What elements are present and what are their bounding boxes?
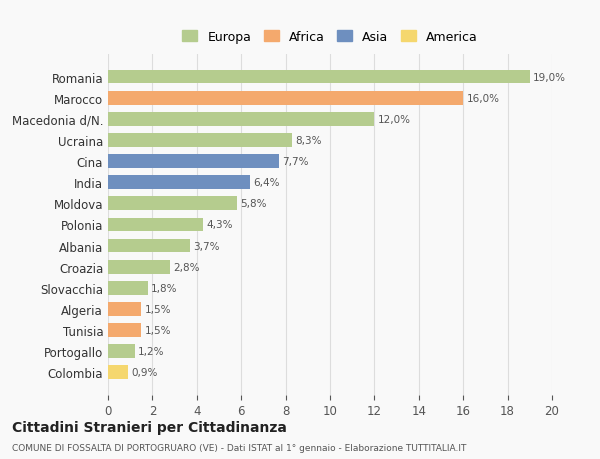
Text: 3,7%: 3,7%	[193, 241, 220, 251]
Text: 1,5%: 1,5%	[145, 304, 171, 314]
Text: 16,0%: 16,0%	[467, 94, 500, 103]
Text: 8,3%: 8,3%	[296, 135, 322, 146]
Text: 1,8%: 1,8%	[151, 283, 178, 293]
Bar	[108, 366, 128, 379]
Bar	[108, 134, 292, 147]
Bar	[108, 324, 142, 337]
Legend: Europa, Africa, Asia, America: Europa, Africa, Asia, America	[179, 28, 481, 48]
Text: COMUNE DI FOSSALTA DI PORTOGRUARO (VE) - Dati ISTAT al 1° gennaio - Elaborazione: COMUNE DI FOSSALTA DI PORTOGRUARO (VE) -…	[12, 443, 466, 452]
Bar	[108, 218, 203, 232]
Text: 5,8%: 5,8%	[240, 199, 266, 209]
Bar	[108, 176, 250, 190]
Bar	[108, 345, 134, 358]
Bar	[108, 197, 237, 211]
Text: 4,3%: 4,3%	[207, 220, 233, 230]
Bar	[108, 92, 463, 105]
Text: Cittadini Stranieri per Cittadinanza: Cittadini Stranieri per Cittadinanza	[12, 420, 287, 435]
Text: 7,7%: 7,7%	[282, 157, 309, 167]
Text: 1,5%: 1,5%	[145, 325, 171, 335]
Bar	[108, 281, 148, 295]
Text: 6,4%: 6,4%	[253, 178, 280, 188]
Bar	[108, 302, 142, 316]
Bar	[108, 260, 170, 274]
Bar	[108, 239, 190, 253]
Bar	[108, 71, 530, 84]
Bar	[108, 112, 374, 126]
Text: 19,0%: 19,0%	[533, 73, 566, 82]
Text: 1,2%: 1,2%	[138, 347, 164, 356]
Text: 12,0%: 12,0%	[378, 115, 411, 124]
Text: 2,8%: 2,8%	[173, 262, 200, 272]
Text: 0,9%: 0,9%	[131, 368, 158, 377]
Bar	[108, 155, 279, 168]
